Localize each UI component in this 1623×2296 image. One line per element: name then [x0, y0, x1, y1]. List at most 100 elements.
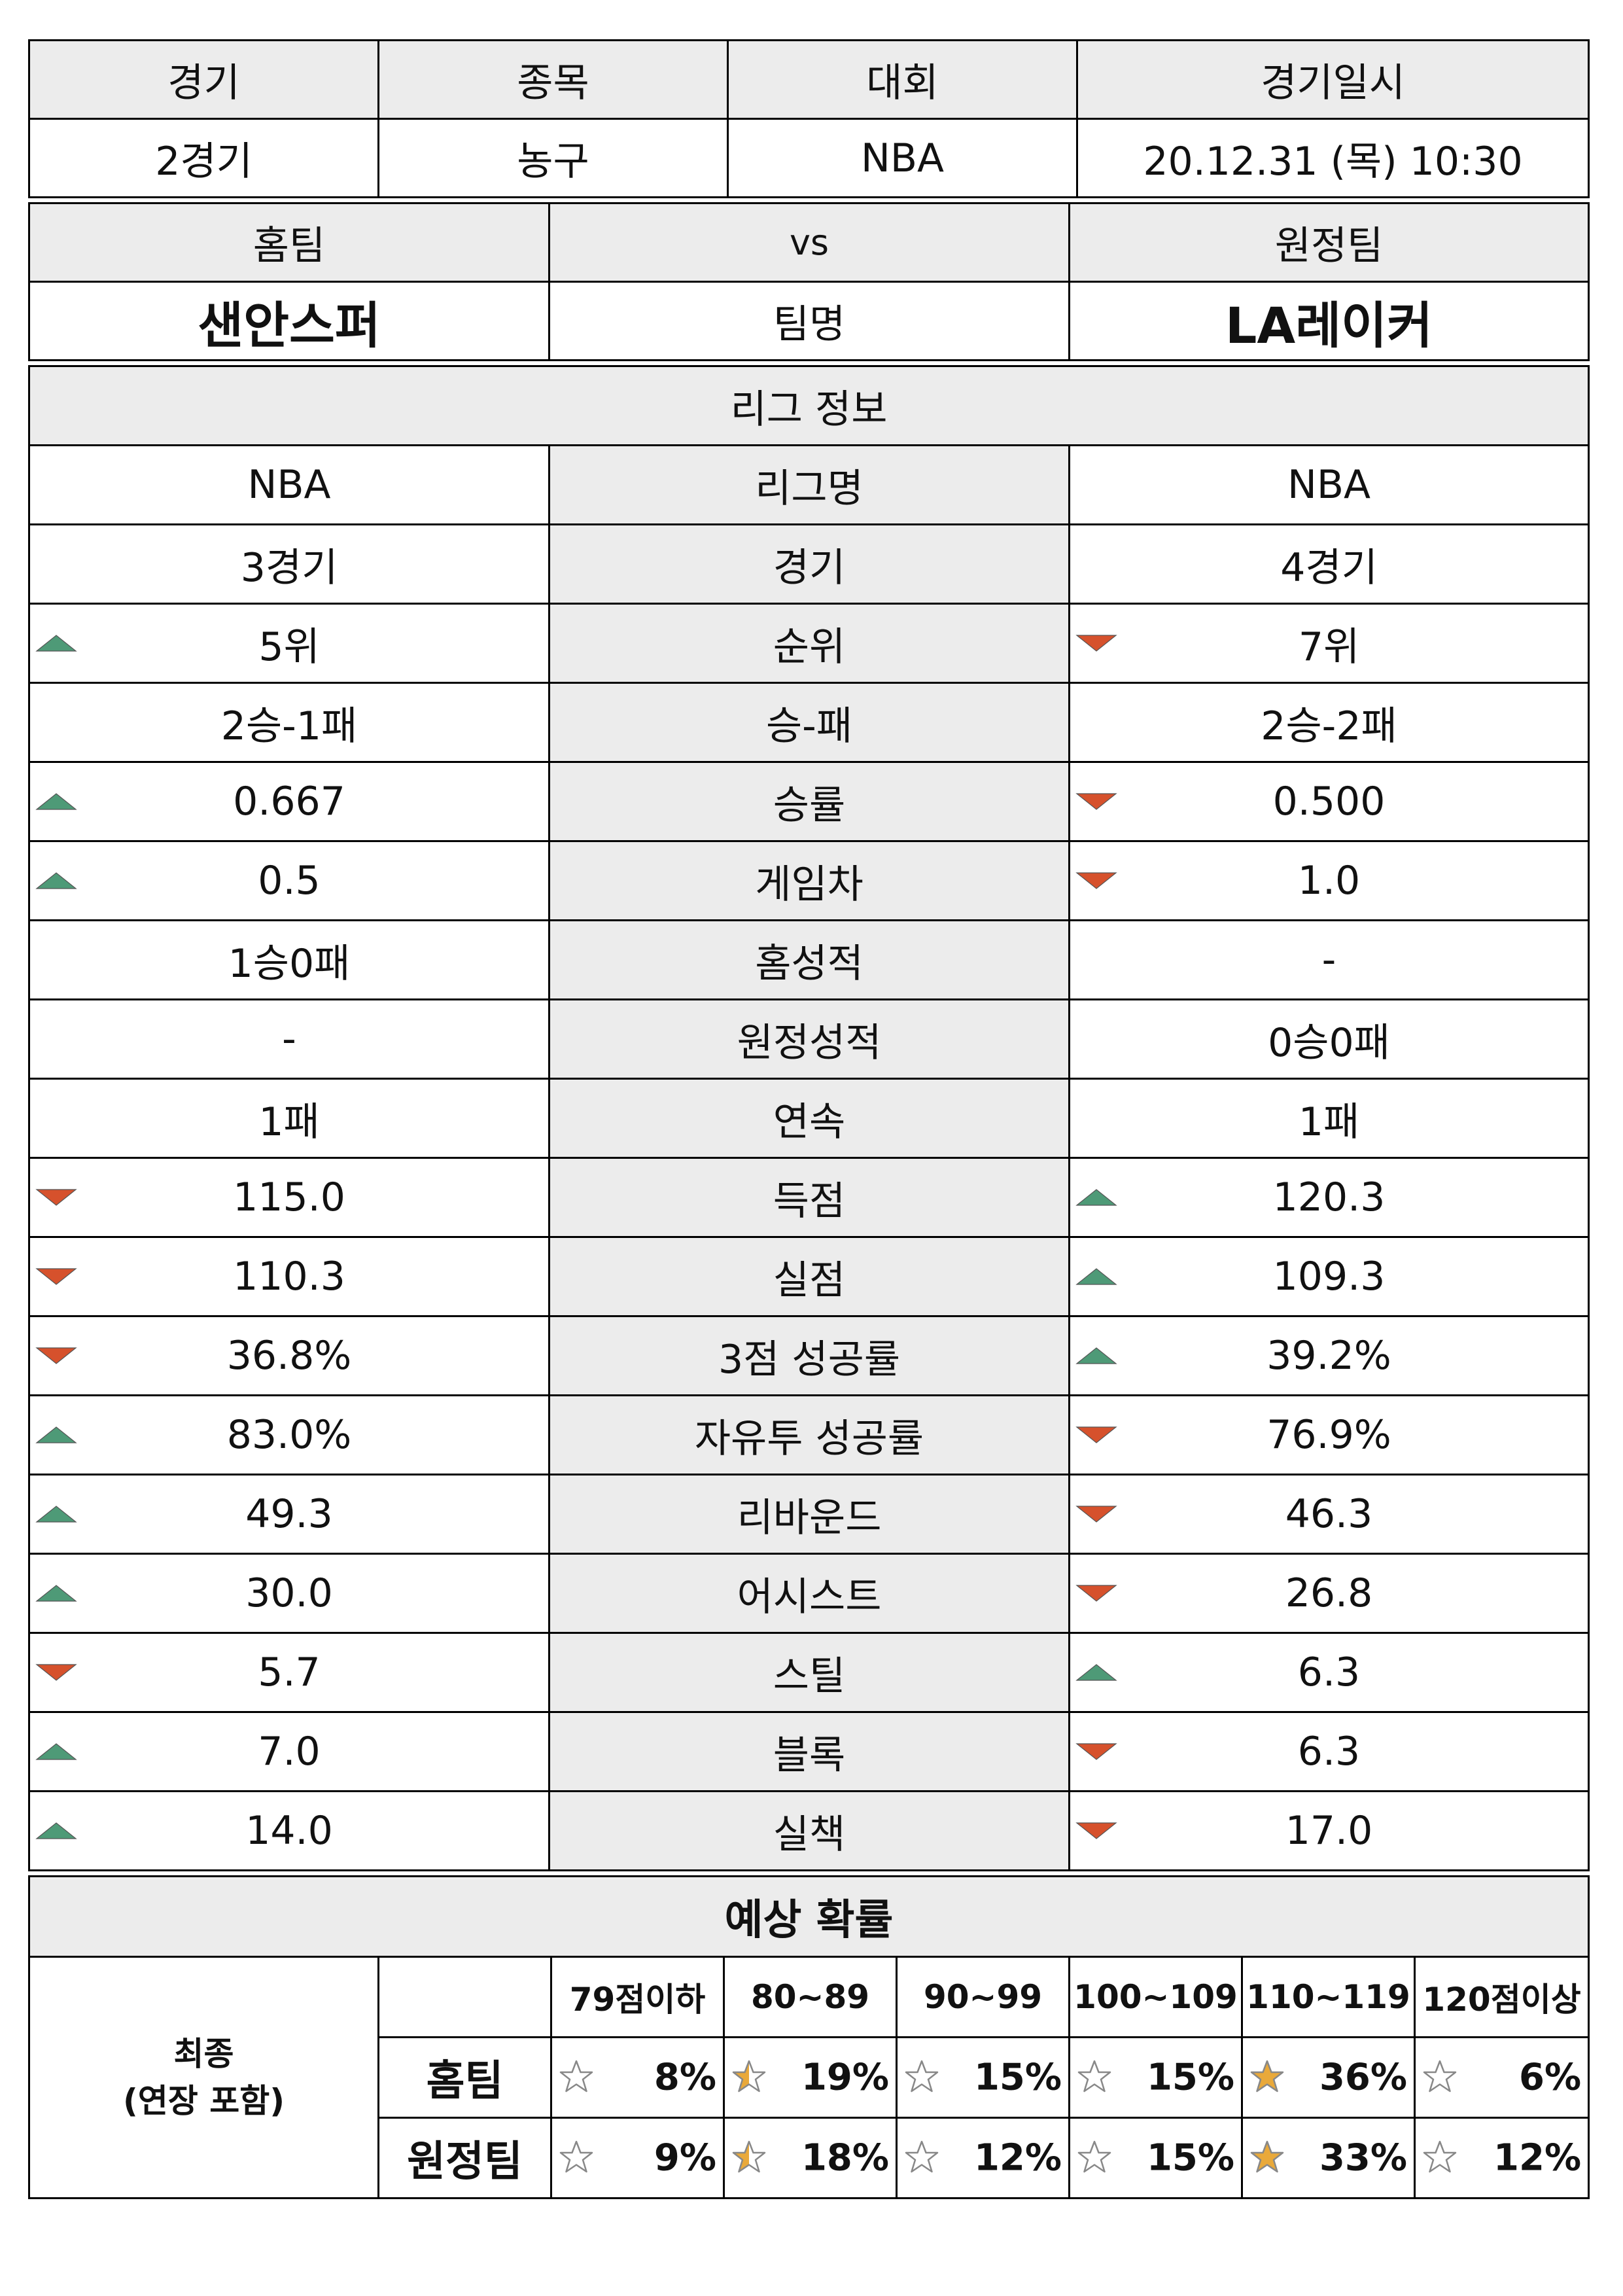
- home-stat-value: NBA: [247, 462, 331, 508]
- trend-up-icon: [35, 1426, 77, 1443]
- stat-label: 3점 성공률: [548, 1315, 1070, 1396]
- match-sheet: 경기 종목 대회 경기일시 2경기 농구 NBA 20.12.31 (목) 10…: [27, 39, 1590, 2199]
- away-prob-cell: 12%: [896, 2117, 1070, 2199]
- home-stat-value: 14.0: [245, 1808, 333, 1854]
- home-stat: 1패: [28, 1078, 550, 1159]
- star-half-icon: [732, 2140, 766, 2173]
- stat-label: 어시스트: [548, 1553, 1070, 1634]
- league-row: 36.8% 3점 성공률 39.2%: [28, 1315, 1590, 1396]
- home-stat-value: 0.5: [258, 858, 321, 904]
- stat-label: 실점: [548, 1236, 1070, 1317]
- home-stat-value: -: [282, 1016, 296, 1062]
- league-row: 115.0 득점 120.3: [28, 1157, 1590, 1238]
- away-stat-value: -: [1321, 937, 1336, 983]
- league-row: 14.0 실책 17.0: [28, 1790, 1590, 1871]
- stat-label: 게임차: [548, 840, 1070, 921]
- home-stat-value: 1패: [258, 1099, 320, 1145]
- value-sport: 농구: [377, 118, 729, 198]
- prob-percent: 12%: [1493, 2136, 1582, 2180]
- probability-title: 예상 확률: [27, 1875, 1590, 1958]
- stat-label: 순위: [548, 603, 1070, 684]
- away-stat: 2승-2패: [1068, 682, 1590, 763]
- away-stat: 6.3: [1068, 1711, 1590, 1792]
- prob-percent: 8%: [654, 2056, 716, 2099]
- final-label-main: 최종: [173, 2034, 234, 2073]
- home-prob-cell: 19%: [723, 2036, 898, 2119]
- trend-down-icon: [1075, 1426, 1117, 1443]
- prob-percent: 15%: [1146, 2056, 1234, 2099]
- away-stat: -: [1068, 919, 1590, 1000]
- away-stat-value: NBA: [1287, 462, 1371, 508]
- away-stat: 1패: [1068, 1078, 1590, 1159]
- league-row: 83.0% 자유투 성공률 76.9%: [28, 1394, 1590, 1475]
- stat-label: 블록: [548, 1711, 1070, 1792]
- home-stat: 5위: [28, 603, 550, 684]
- away-stat-value: 0승0패: [1268, 1019, 1390, 1066]
- away-stat-value: 120.3: [1272, 1174, 1386, 1220]
- away-stat-value: 46.3: [1285, 1491, 1373, 1537]
- home-prob-cell: 36%: [1241, 2036, 1416, 2119]
- away-stat-value: 1패: [1298, 1099, 1360, 1145]
- trend-down-icon: [35, 1664, 77, 1681]
- league-row: 0.667 승률 0.500: [28, 761, 1590, 842]
- team-name-label: 팀명: [548, 281, 1070, 361]
- prob-percent: 18%: [801, 2136, 889, 2180]
- star-half-icon: [732, 2060, 766, 2093]
- away-prob-cell: 15%: [1068, 2117, 1243, 2199]
- trend-down-icon: [1075, 1506, 1117, 1523]
- away-stat-value: 1.0: [1297, 858, 1361, 904]
- league-row: 3경기 경기 4경기: [28, 523, 1590, 605]
- trend-up-icon: [1075, 1189, 1117, 1206]
- prob-percent: 33%: [1319, 2136, 1407, 2180]
- league-row: - 원정성적 0승0패: [28, 998, 1590, 1080]
- trend-down-icon: [1075, 872, 1117, 889]
- home-stat-value: 5.7: [258, 1650, 321, 1695]
- home-stat-value: 36.8%: [226, 1333, 352, 1379]
- stat-label: 자유투 성공률: [548, 1394, 1070, 1475]
- away-stat: 39.2%: [1068, 1315, 1590, 1396]
- trend-up-icon: [1075, 1664, 1117, 1681]
- home-stat: 7.0: [28, 1711, 550, 1792]
- stat-label: 승-패: [548, 682, 1070, 763]
- away-stat: 26.8: [1068, 1553, 1590, 1634]
- away-stat-value: 4경기: [1280, 544, 1378, 591]
- away-stat: 46.3: [1068, 1474, 1590, 1555]
- home-stat: 115.0: [28, 1157, 550, 1238]
- range-header: 90~99: [896, 1956, 1070, 2038]
- final-label: 최종 (연장 포함): [28, 1956, 379, 2199]
- home-stat-value: 110.3: [233, 1254, 345, 1299]
- value-datetime: 20.12.31 (목) 10:30: [1076, 118, 1590, 198]
- stat-label: 연속: [548, 1078, 1070, 1159]
- star-empty-icon: [1077, 2140, 1111, 2173]
- home-prob-cell: 15%: [1068, 2036, 1243, 2119]
- stat-label: 홈성적: [548, 919, 1070, 1000]
- away-stat: 17.0: [1068, 1790, 1590, 1871]
- league-row: 7.0 블록 6.3: [28, 1711, 1590, 1792]
- prob-percent: 15%: [973, 2056, 1062, 2099]
- away-stat-value: 6.3: [1297, 1729, 1361, 1775]
- home-stat: 83.0%: [28, 1394, 550, 1475]
- home-stat: 0.667: [28, 761, 550, 842]
- star-empty-icon: [905, 2140, 939, 2173]
- away-stat-value: 109.3: [1272, 1254, 1386, 1299]
- stat-label: 리그명: [548, 444, 1070, 525]
- prob-percent: 36%: [1319, 2056, 1407, 2099]
- prob-percent: 12%: [973, 2136, 1062, 2180]
- header-datetime: 경기일시: [1076, 39, 1590, 120]
- home-stat: 2승-1패: [28, 682, 550, 763]
- home-stat: 5.7: [28, 1632, 550, 1713]
- away-prob-cell: 9%: [550, 2117, 725, 2199]
- star-empty-icon: [559, 2140, 593, 2173]
- away-stat-value: 26.8: [1285, 1570, 1373, 1616]
- away-stat: 7위: [1068, 603, 1590, 684]
- away-stat: 76.9%: [1068, 1394, 1590, 1475]
- star-empty-icon: [1423, 2060, 1457, 2093]
- stat-label: 원정성적: [548, 998, 1070, 1080]
- home-prob-cell: 8%: [550, 2036, 725, 2119]
- league-row: 1패 연속 1패: [28, 1078, 1590, 1159]
- league-row: 30.0 어시스트 26.8: [28, 1553, 1590, 1634]
- away-stat-value: 6.3: [1297, 1650, 1361, 1695]
- home-stat: NBA: [28, 444, 550, 525]
- league-row: 1승0패 홈성적 -: [28, 919, 1590, 1000]
- teams-table: 홈팀 vs 원정팀 샌안스퍼 팀명 LA레이커: [28, 202, 1590, 361]
